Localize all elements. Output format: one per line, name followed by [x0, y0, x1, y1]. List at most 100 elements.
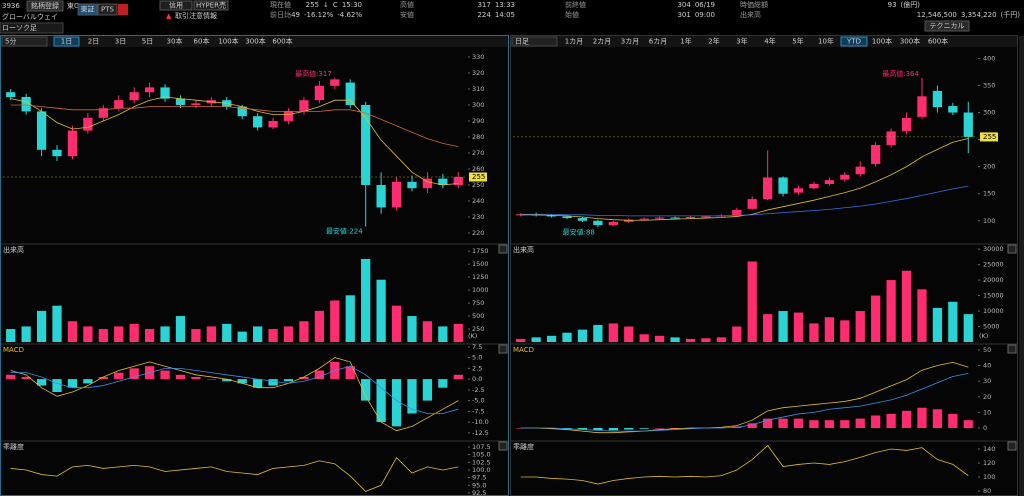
candle-body — [129, 92, 139, 101]
macd-histogram — [778, 418, 788, 429]
indicator-line — [10, 96, 459, 186]
tab[interactable]: 5日 — [142, 38, 153, 46]
tab[interactable]: 30本 — [167, 37, 183, 46]
close-button[interactable] — [1007, 344, 1017, 354]
macd-histogram — [901, 410, 912, 429]
quote-value: -16.12% — [304, 11, 334, 19]
y-tick-label: 25000 — [983, 261, 1004, 269]
volume-bar — [361, 258, 371, 342]
y-tick-label: -10.0 — [472, 418, 489, 426]
quote-value: -4.62% — [337, 11, 362, 19]
candle-body — [160, 87, 170, 99]
chart-style[interactable]: ローソク足 — [2, 24, 37, 32]
tab[interactable]: 2年 — [708, 37, 719, 46]
volume-bar — [268, 329, 278, 342]
tab[interactable]: 3日 — [115, 38, 126, 46]
tab[interactable]: 100本 — [872, 37, 892, 46]
interval[interactable]: 日足 — [515, 38, 529, 46]
code: 3936 — [2, 2, 20, 10]
tab[interactable]: 2カ月 — [593, 38, 611, 46]
credit[interactable]: 信用 — [169, 1, 183, 10]
venue[interactable]: 東証 — [81, 5, 95, 14]
volume-bar — [546, 335, 557, 342]
tab[interactable]: 3カ月 — [621, 38, 639, 46]
last-price: 255 — [472, 173, 485, 181]
candle-body — [6, 92, 16, 97]
tab[interactable]: 600本 — [928, 37, 948, 46]
tab-selected[interactable] — [53, 36, 80, 47]
volume-bar — [330, 300, 340, 342]
tab[interactable]: 1日 — [61, 38, 72, 46]
venue-tab[interactable] — [77, 3, 98, 16]
volume-bar — [36, 310, 47, 342]
candle-body — [608, 221, 618, 226]
tab[interactable]: 6カ月 — [649, 38, 667, 46]
flag-icon[interactable] — [118, 4, 128, 15]
y-tick-label: 310 — [472, 85, 484, 93]
panel-label: 出来高 — [3, 245, 24, 254]
style-dropdown[interactable] — [0, 22, 64, 34]
tab[interactable]: 4年 — [764, 37, 775, 46]
tab[interactable]: 1カ月 — [565, 38, 583, 46]
volume-bar — [670, 337, 680, 342]
macd-histogram — [948, 413, 958, 429]
macd-histogram — [191, 376, 201, 380]
tab[interactable]: 600本 — [272, 37, 292, 46]
technical[interactable]: テクニカル — [930, 22, 965, 30]
tab[interactable]: 2日 — [88, 38, 99, 46]
credit-button[interactable] — [159, 0, 193, 11]
indicator-line — [10, 357, 459, 432]
venue-tab[interactable] — [97, 3, 118, 16]
candle-body — [577, 218, 588, 221]
tab[interactable]: 60本 — [194, 37, 210, 46]
candle-body — [546, 215, 557, 217]
volume-bar — [67, 321, 78, 342]
hyper-button[interactable] — [193, 0, 229, 11]
macd-histogram — [917, 407, 927, 429]
candle-body — [314, 85, 325, 101]
tab[interactable]: 300本 — [245, 37, 265, 46]
y-tick-label: 15000 — [983, 292, 1004, 300]
macd-histogram — [453, 374, 463, 380]
close-button[interactable] — [498, 441, 508, 451]
macd-histogram — [809, 420, 819, 429]
close-button[interactable] — [1007, 244, 1017, 254]
y-tick-label: 5000 — [983, 323, 1000, 331]
volume-bar — [809, 323, 819, 342]
close-button[interactable] — [1007, 441, 1017, 451]
scrollbar[interactable] — [1019, 36, 1024, 496]
tab[interactable]: 3年 — [736, 37, 747, 46]
interval-dropdown[interactable] — [511, 36, 558, 47]
macd-histogram — [793, 418, 804, 429]
macd-histogram — [763, 418, 773, 429]
register-button[interactable] — [26, 0, 64, 12]
tab[interactable]: 100本 — [218, 37, 238, 46]
tab[interactable]: 300本 — [900, 37, 920, 46]
venue[interactable]: PTS — [101, 6, 114, 14]
interval[interactable]: 5分 — [5, 37, 16, 46]
high-annotation: 最高値:364 — [882, 69, 919, 78]
tab[interactable]: 10年 — [818, 37, 834, 46]
macd-histogram — [654, 428, 665, 429]
y-tick-label: 30 — [983, 377, 991, 385]
notice[interactable]: 取引注意情報 — [175, 11, 217, 20]
tab[interactable]: YTD — [846, 38, 861, 46]
quote-value: 255 — [306, 1, 319, 9]
volume-bar — [871, 295, 881, 342]
quote-value: 301 — [677, 11, 690, 19]
hyper[interactable]: HYPER売 — [196, 1, 226, 10]
close-button[interactable] — [498, 344, 508, 354]
register[interactable]: 銘柄登録 — [31, 1, 59, 10]
macd-histogram — [639, 428, 649, 429]
tab[interactable]: 5年 — [792, 37, 803, 46]
candle-body — [345, 82, 355, 105]
tab[interactable]: 1年 — [680, 37, 691, 46]
technical-button[interactable] — [924, 20, 970, 32]
macd-histogram — [237, 379, 247, 384]
panel-label: 出来高 — [513, 245, 534, 254]
close-button[interactable] — [498, 244, 508, 254]
interval-dropdown[interactable] — [1, 36, 48, 47]
candle-body — [886, 131, 896, 145]
tab-selected[interactable] — [840, 36, 868, 47]
macd-histogram — [391, 379, 402, 427]
